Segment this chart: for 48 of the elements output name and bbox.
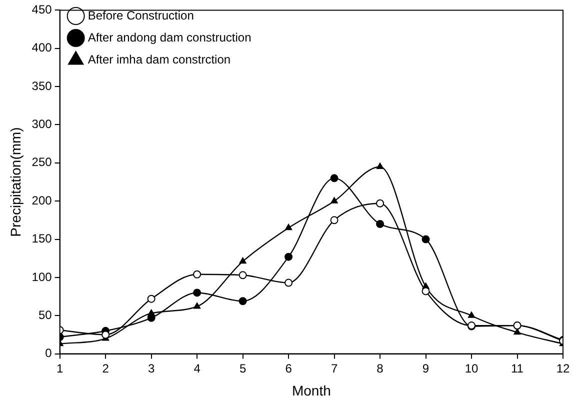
legend-label: After imha dam constrction xyxy=(88,52,231,66)
x-tick-label: 5 xyxy=(239,361,246,376)
x-tick-label: 1 xyxy=(56,361,64,376)
y-tick-label: 50 xyxy=(38,308,52,322)
legend-label: After andong dam construction xyxy=(88,30,252,44)
point xyxy=(285,224,292,230)
point xyxy=(468,312,476,318)
y-tick-label: 250 xyxy=(32,155,52,170)
x-tick-label: 2 xyxy=(102,361,110,376)
y-axis-title: Precipitation(mm) xyxy=(7,127,24,237)
y-tick-label: 450 xyxy=(32,2,52,17)
x-tick-label: 10 xyxy=(464,361,479,376)
legend-label: Before Construction xyxy=(88,8,194,22)
point xyxy=(330,197,338,204)
point xyxy=(514,328,521,335)
y-tick-label: 200 xyxy=(32,193,52,208)
x-axis-title: Month xyxy=(292,382,331,398)
point xyxy=(330,174,338,182)
point xyxy=(422,287,430,296)
point xyxy=(193,270,202,278)
x-tick-label: 7 xyxy=(330,361,338,376)
x-tick-label: 6 xyxy=(285,361,292,376)
y-tick-label: 350 xyxy=(32,78,52,93)
y-tick-label: 100 xyxy=(32,270,52,284)
y-tick-label: 150 xyxy=(32,232,52,246)
point xyxy=(422,235,430,244)
point xyxy=(147,294,156,303)
point xyxy=(330,216,338,224)
point xyxy=(239,257,246,264)
point xyxy=(376,199,384,208)
y-tick-label: 0 xyxy=(45,346,52,360)
y-tick-label: 300 xyxy=(32,117,52,132)
x-tick-label: 8 xyxy=(376,361,384,376)
point xyxy=(238,271,247,280)
point xyxy=(376,220,384,228)
point xyxy=(102,330,110,339)
y-tick-label: 400 xyxy=(32,40,52,55)
point xyxy=(284,278,293,287)
x-tick-label: 3 xyxy=(148,361,155,376)
point xyxy=(194,302,201,309)
point xyxy=(376,162,384,169)
x-tick-label: 11 xyxy=(511,361,524,376)
point xyxy=(238,297,247,306)
point xyxy=(193,288,202,297)
x-tick-label: 9 xyxy=(422,361,430,376)
x-tick-label: 4 xyxy=(194,361,201,376)
x-tick-label: 12 xyxy=(556,361,570,376)
point xyxy=(284,252,293,261)
